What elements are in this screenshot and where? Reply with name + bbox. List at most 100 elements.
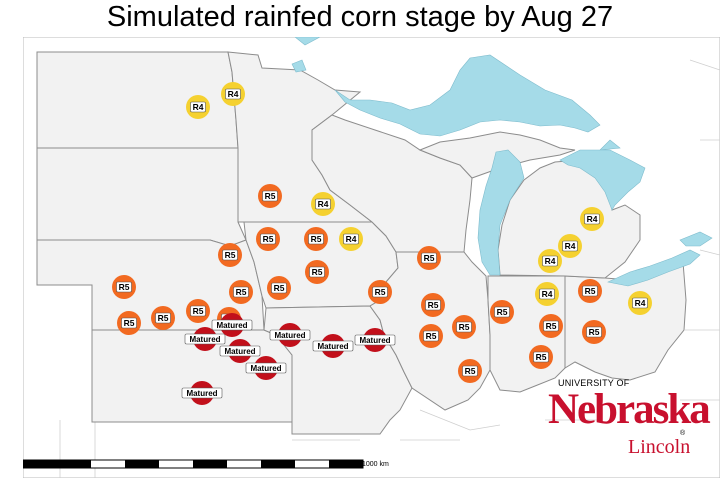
stage-label: R5 — [312, 267, 323, 277]
station-marker-r5: R5 — [368, 280, 392, 304]
stage-label: R5 — [426, 331, 437, 341]
stage-label-box — [543, 320, 559, 332]
stage-label-box — [245, 362, 287, 374]
station-marker-r4: R4 — [311, 192, 335, 216]
stage-label: R5 — [424, 253, 435, 263]
scale-bar: 1000 km — [23, 459, 389, 469]
lake-ontario — [679, 231, 713, 247]
map-frame: 1000 km R4 R4 R5 R4 R4 R5 R5 R4 R4 R4 R5 R5 R5 R5 R5 R5… — [23, 37, 720, 478]
stage-label: R5 — [497, 307, 508, 317]
logo-registered-mark: ® — [680, 430, 686, 437]
stage-label-box — [421, 252, 437, 264]
stage-label: Matured — [216, 321, 247, 330]
stage-label: R4 — [587, 214, 598, 224]
stage-label: R5 — [589, 327, 600, 337]
stage-label-box — [271, 282, 287, 294]
stage-label-box — [425, 299, 441, 311]
stage-label-box — [222, 249, 238, 261]
stage-label-box — [372, 286, 388, 298]
state-wisconsin — [311, 114, 473, 253]
stage-label-box — [219, 345, 261, 357]
logo-nebraska: Nebraska — [548, 386, 711, 433]
lake-winnipeg-edge — [294, 37, 321, 46]
stage-label-box — [343, 233, 359, 245]
stage-label: Matured — [189, 335, 220, 344]
stage-label: R5 — [119, 282, 130, 292]
map-title: Simulated rainfed corn stage by Aug 27 — [106, 1, 614, 33]
state-north-dakota — [36, 51, 239, 149]
stage-label-box — [155, 312, 171, 324]
station-marker-matured: Matured — [354, 328, 396, 352]
stage-label: R4 — [318, 199, 329, 209]
stage-label: R4 — [635, 298, 646, 308]
stage-label-box — [632, 297, 648, 309]
station-marker-matured: Matured — [269, 323, 311, 347]
stage-label: R5 — [225, 250, 236, 260]
stage-label: R5 — [124, 318, 135, 328]
stage-label-box — [260, 233, 276, 245]
station-marker-matured: Matured — [184, 327, 226, 351]
lake-huron — [559, 139, 646, 211]
station-marker-r5: R5 — [117, 311, 141, 335]
stage-label: R5 — [265, 191, 276, 201]
stage-label-box — [456, 321, 472, 333]
station-marker-r5: R5 — [582, 320, 606, 344]
stage-label-box — [586, 326, 602, 338]
stage-label: R5 — [263, 234, 274, 244]
stage-label: Matured — [186, 389, 217, 398]
stage-label-box — [121, 317, 137, 329]
lake-erie — [607, 249, 701, 287]
stage-label: R5 — [274, 283, 285, 293]
station-marker-r4: R4 — [186, 95, 210, 119]
stage-label-box — [308, 233, 324, 245]
station-marker-r5: R5 — [151, 306, 175, 330]
station-marker-matured: Matured — [181, 381, 223, 405]
stage-label-box — [190, 101, 206, 113]
neighbor-state-borders — [59, 59, 720, 478]
stage-label: Matured — [274, 331, 305, 340]
station-markers: R4 R4 R5 R4 R4 R5 R5 R4 R4 R4 R5 R5 R5 R5 R5 R5 R5 R5 R5 R5… — [112, 82, 652, 405]
unl-logo: UNIVERSITY OF Nebraska Lincoln ® — [548, 378, 711, 462]
stage-label-box — [533, 351, 549, 363]
station-marker-r5: R5 — [112, 275, 136, 299]
station-marker-r5: R5 — [458, 359, 482, 383]
station-marker-r4: R4 — [221, 82, 245, 106]
state-south-dakota — [36, 147, 247, 247]
stage-label: R5 — [311, 234, 322, 244]
station-marker-r5: R5 — [256, 227, 280, 251]
stage-label: R5 — [193, 306, 204, 316]
basemap — [23, 37, 720, 478]
stage-label-box — [184, 333, 226, 345]
station-marker-r5: R5 — [267, 276, 291, 300]
stage-label-box — [269, 329, 311, 341]
stage-label: R5 — [428, 300, 439, 310]
station-marker-r5: R5 — [417, 246, 441, 270]
station-marker-r5: R5 — [218, 243, 242, 267]
stage-label: R5 — [536, 352, 547, 362]
station-marker-r5: R5 — [421, 293, 445, 317]
stage-label: R4 — [545, 256, 556, 266]
station-marker-r5: R5 — [539, 314, 563, 338]
lake-michigan — [477, 149, 525, 276]
stage-label-box — [181, 387, 223, 399]
stage-label: Matured — [359, 336, 390, 345]
station-marker-r5: R5 — [419, 324, 443, 348]
station-marker-r4: R4 — [535, 282, 559, 306]
stage-label-box — [582, 285, 598, 297]
stage-label: R5 — [459, 322, 470, 332]
logo-lincoln: Lincoln — [628, 436, 691, 458]
lake-superior — [334, 54, 601, 137]
stage-label-box — [542, 255, 558, 267]
stage-label-box — [225, 88, 241, 100]
station-marker-matured: Matured — [245, 356, 287, 380]
stage-label-box — [462, 365, 478, 377]
stage-label: Matured — [250, 364, 281, 373]
station-marker-r5: R5 — [186, 299, 210, 323]
stage-label-box — [539, 288, 555, 300]
stage-label-box — [211, 319, 253, 331]
stage-label: R4 — [542, 289, 553, 299]
stage-label-box — [423, 330, 439, 342]
station-marker-r5: R5 — [304, 227, 328, 251]
station-marker-r4: R4 — [628, 291, 652, 315]
stage-label: R5 — [236, 287, 247, 297]
